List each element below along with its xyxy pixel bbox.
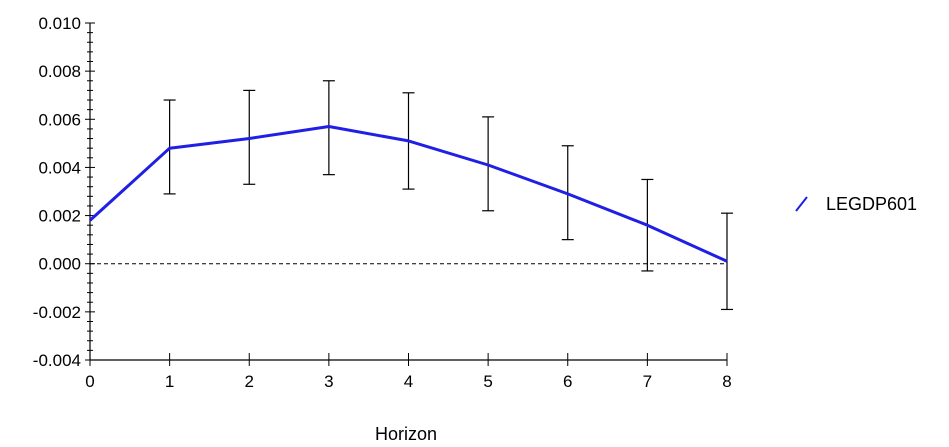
series-lines bbox=[88, 125, 728, 263]
x-tick-label: 1 bbox=[165, 372, 174, 391]
x-tick-label: 5 bbox=[483, 372, 492, 391]
x-tick-label: 7 bbox=[643, 372, 652, 391]
x-tick-label: 6 bbox=[563, 372, 572, 391]
y-tick-label: 0.000 bbox=[38, 255, 81, 274]
x-axis-title: Horizon bbox=[375, 424, 437, 444]
y-tick-label: -0.004 bbox=[33, 351, 81, 370]
error-bars bbox=[163, 80, 733, 311]
legend-label-legdp601: LEGDP601 bbox=[826, 194, 917, 214]
x-tick-label: 8 bbox=[722, 372, 731, 391]
x-axis: 0 1 2 3 4 5 6 7 8 bbox=[85, 353, 732, 391]
x-tick-label: 4 bbox=[404, 372, 413, 391]
y-tick-label: 0.008 bbox=[38, 62, 81, 81]
legend-swatch-legdp601 bbox=[795, 196, 808, 212]
y-tick-label: -0.002 bbox=[33, 303, 81, 322]
y-tick-label: 0.010 bbox=[38, 14, 81, 33]
series-line-legdp601 bbox=[88, 125, 728, 263]
y-tick-label: 0.006 bbox=[38, 110, 81, 129]
legend: LEGDP601 bbox=[795, 194, 917, 214]
x-tick-label: 2 bbox=[245, 372, 254, 391]
y-axis: 0.010 0.008 0.006 0.004 0.002 0.000 -0.002 -0.0… bbox=[33, 14, 95, 370]
x-tick-label: 0 bbox=[85, 372, 94, 391]
x-tick-label: 3 bbox=[324, 372, 333, 391]
y-tick-label: 0.004 bbox=[38, 158, 81, 177]
y-tick-label: 0.002 bbox=[38, 207, 81, 226]
